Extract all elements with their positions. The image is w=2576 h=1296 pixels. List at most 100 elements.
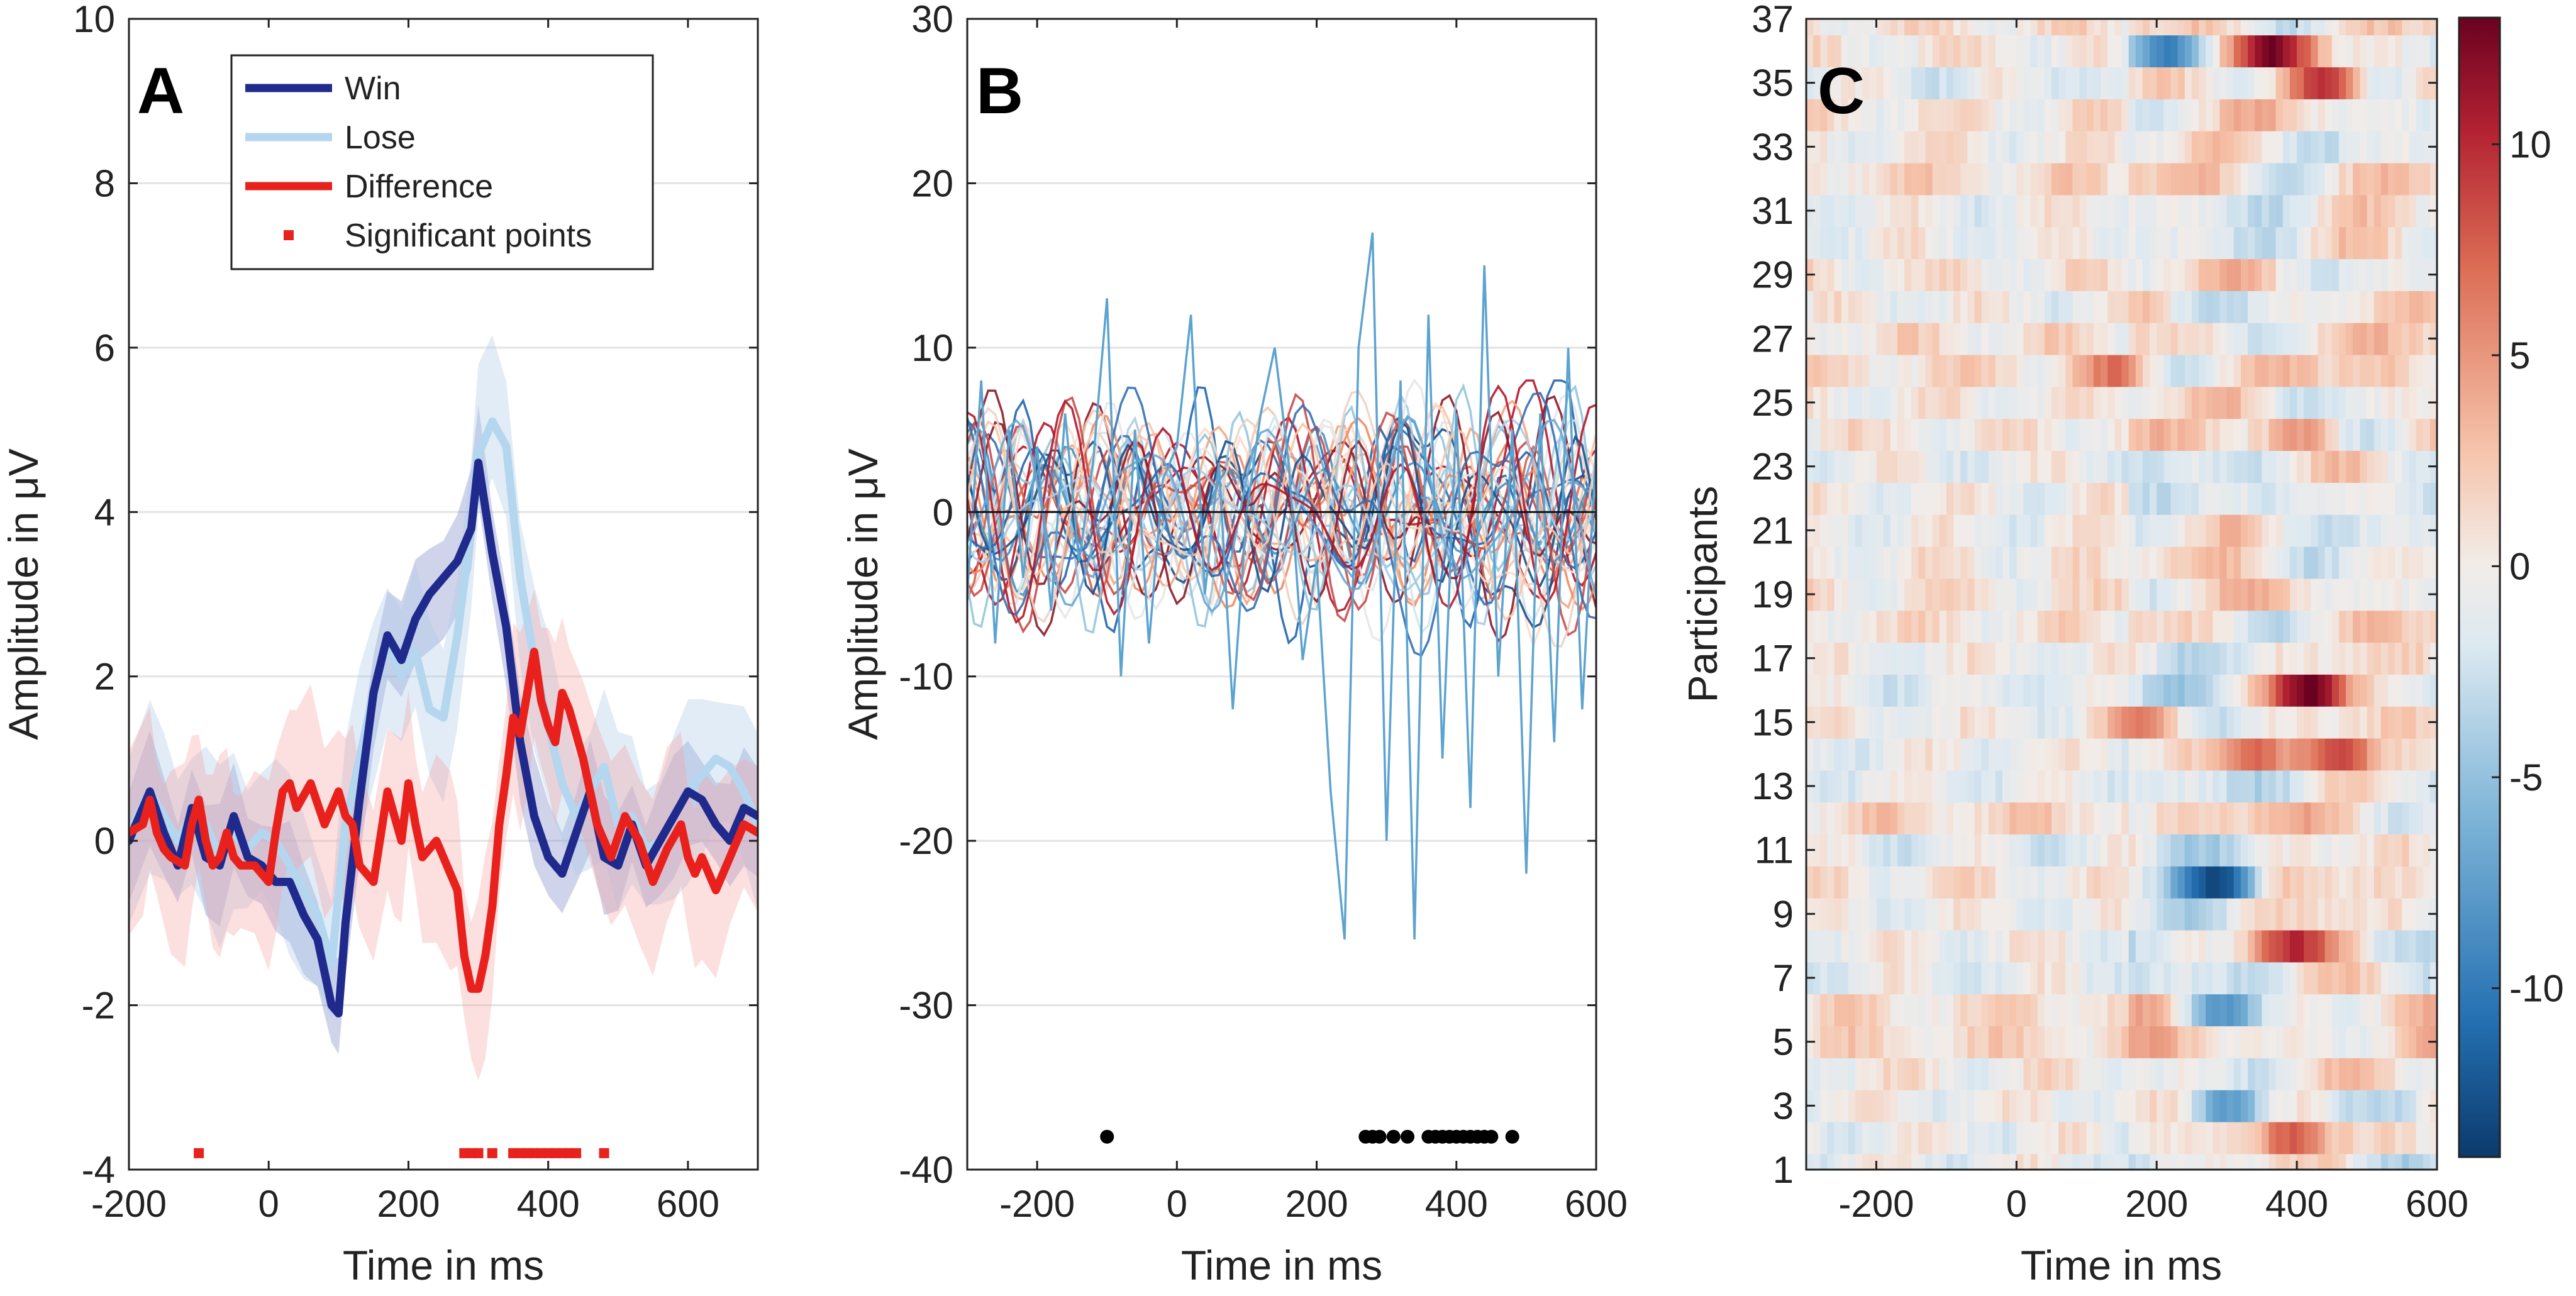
heatmap-cell bbox=[2360, 802, 2368, 835]
heatmap-cell bbox=[1918, 961, 1926, 995]
heatmap-cell bbox=[2009, 897, 2018, 931]
heatmap-cell bbox=[2163, 1026, 2172, 1058]
heatmap-cell bbox=[1960, 1153, 1968, 1170]
heatmap-cell bbox=[2199, 866, 2207, 899]
heatmap-cell bbox=[2255, 99, 2263, 131]
heatmap-cell bbox=[2086, 226, 2094, 260]
heatmap-cell bbox=[2275, 226, 2284, 260]
heatmap-cell bbox=[1981, 354, 1989, 387]
heatmap-cell bbox=[2367, 738, 2375, 771]
heatmap-cell bbox=[2367, 834, 2375, 867]
heatmap-cell bbox=[2030, 1058, 2038, 1090]
heatmap-cell bbox=[2199, 130, 2207, 163]
heatmap-cell bbox=[1890, 386, 1898, 419]
heatmap-cell bbox=[2170, 738, 2179, 771]
heatmap-cell bbox=[2353, 929, 2361, 963]
heatmap-cell bbox=[1855, 642, 1863, 675]
heatmap-cell bbox=[1974, 1026, 1982, 1058]
heatmap-cell bbox=[2079, 770, 2087, 803]
heatmap-cell bbox=[1813, 354, 1821, 387]
heatmap-cell bbox=[1855, 1026, 1863, 1058]
heatmap-cell bbox=[1862, 1058, 1870, 1090]
heatmap-cell bbox=[2044, 99, 2052, 131]
heatmap-cell bbox=[2416, 258, 2424, 291]
heatmap-cell bbox=[2142, 802, 2150, 835]
heatmap-cell bbox=[2255, 929, 2263, 963]
heatmap-cell bbox=[2262, 482, 2270, 515]
heatmap-cell bbox=[2311, 450, 2319, 483]
heatmap-cell bbox=[1974, 961, 1982, 995]
heatmap-cell bbox=[1904, 162, 1912, 196]
heatmap-cell bbox=[2023, 929, 2031, 963]
heatmap-cell bbox=[2395, 610, 2403, 643]
heatmap-cell bbox=[2240, 738, 2248, 771]
heatmap-cell bbox=[2079, 226, 2087, 260]
heatmap-cell bbox=[2044, 546, 2052, 579]
heatmap-cell bbox=[2170, 866, 2179, 899]
heatmap-cell bbox=[1876, 546, 1884, 579]
heatmap-cell bbox=[2044, 770, 2052, 803]
heatmap-cell bbox=[2289, 67, 2297, 99]
heatmap-cell bbox=[1813, 834, 1821, 867]
heatmap-cell bbox=[1911, 99, 1919, 131]
heatmap-cell bbox=[2331, 450, 2340, 483]
heatmap-cell bbox=[2409, 1153, 2417, 1170]
heatmap-cell bbox=[1862, 418, 1870, 451]
heatmap-cell bbox=[1925, 546, 1933, 579]
heatmap-cell bbox=[2367, 578, 2375, 611]
heatmap-cell bbox=[2282, 482, 2290, 515]
heatmap-cell bbox=[2199, 162, 2207, 196]
heatmap-cell bbox=[2150, 866, 2158, 899]
heatmap-cell bbox=[2226, 738, 2235, 771]
heatmap-cell bbox=[2262, 386, 2270, 419]
heatmap-cell bbox=[2331, 610, 2340, 643]
heatmap-cell bbox=[1995, 322, 2003, 355]
heatmap-cell bbox=[2416, 1089, 2424, 1122]
heatmap-cell bbox=[2248, 610, 2256, 643]
heatmap-cell bbox=[2304, 1058, 2312, 1090]
heatmap-cell bbox=[1834, 194, 1842, 228]
heatmap-cell bbox=[2282, 354, 2290, 387]
heatmap-cell bbox=[1869, 99, 1877, 131]
heatmap-cell bbox=[1995, 386, 2003, 419]
heatmap-cell bbox=[2163, 929, 2172, 963]
heatmap-cell bbox=[1946, 770, 1954, 803]
heatmap-cell bbox=[1911, 1089, 1919, 1122]
heatmap-cell bbox=[1904, 354, 1912, 387]
heatmap-cell bbox=[2037, 706, 2045, 739]
heatmap-cell bbox=[2297, 610, 2305, 643]
heatmap-cell bbox=[2009, 418, 2018, 451]
heatmap-cell bbox=[2114, 1058, 2123, 1090]
heatmap-cell bbox=[2212, 514, 2221, 547]
heatmap-cell bbox=[1841, 961, 1849, 995]
heatmap-cell bbox=[2409, 99, 2417, 131]
heatmap-cell bbox=[2324, 610, 2333, 643]
heatmap-cell bbox=[2086, 322, 2094, 355]
heatmap-cell bbox=[2016, 961, 2024, 995]
heatmap-cell bbox=[2191, 546, 2199, 579]
heatmap-cell bbox=[2318, 35, 2326, 68]
heatmap-cell bbox=[1995, 929, 2003, 963]
heatmap-cell bbox=[2184, 19, 2192, 36]
heatmap-cell bbox=[1862, 610, 1870, 643]
heatmap-cell bbox=[2255, 322, 2263, 355]
heatmap-cell bbox=[2226, 1153, 2235, 1170]
heatmap-cell bbox=[2170, 514, 2179, 547]
heatmap-cell bbox=[2380, 546, 2389, 579]
heatmap-cell bbox=[2177, 929, 2185, 963]
heatmap-cell bbox=[2086, 578, 2094, 611]
heatmap-cell bbox=[2275, 961, 2284, 995]
heatmap-cell bbox=[2353, 738, 2361, 771]
heatmap-cell bbox=[2114, 642, 2123, 675]
heatmap-cell bbox=[2177, 1026, 2185, 1058]
heatmap-cell bbox=[2079, 418, 2087, 451]
heatmap-cell bbox=[2128, 386, 2136, 419]
heatmap-cell bbox=[2065, 610, 2074, 643]
heatmap-cell bbox=[1841, 706, 1849, 739]
heatmap-cell bbox=[2023, 130, 2031, 163]
heatmap-cell bbox=[2387, 1058, 2396, 1090]
heatmap-cell bbox=[2360, 226, 2368, 260]
heatmap-cell bbox=[1995, 354, 2003, 387]
heatmap-cell bbox=[2009, 386, 2018, 419]
